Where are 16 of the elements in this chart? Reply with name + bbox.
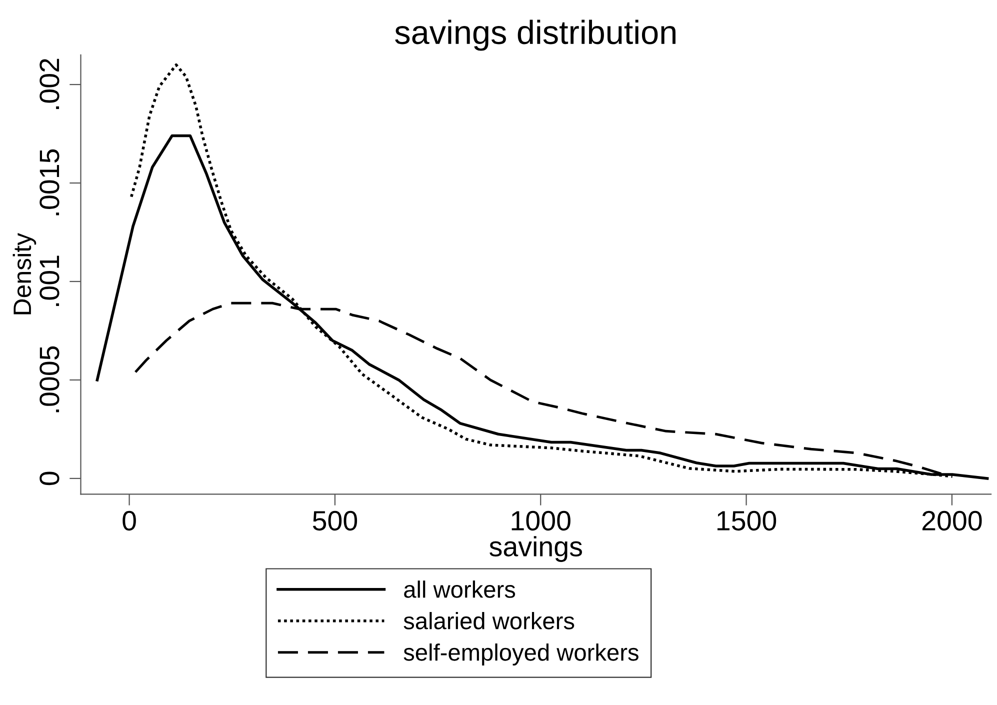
- y-tick-label: 0: [40, 472, 60, 486]
- y-axis-title: Density: [12, 232, 36, 314]
- x-tick-label: 2000: [922, 510, 982, 531]
- legend-label: self-employed workers: [404, 643, 638, 666]
- chart-title: savings distribution: [395, 20, 676, 51]
- x-tick-label: 1500: [718, 510, 776, 531]
- y-tick-label: .0005: [40, 346, 60, 412]
- legend-label: salaried workers: [404, 612, 574, 630]
- y-tick-label: .0015: [40, 149, 60, 216]
- y-tick-label: .002: [40, 58, 60, 110]
- x-tick-label: 0: [122, 510, 136, 531]
- legend-label: all workers: [404, 580, 516, 598]
- y-tick-label: .001: [40, 256, 60, 306]
- x-tick-label: 1000: [512, 510, 570, 531]
- x-tick-label: 500: [312, 510, 358, 531]
- x-axis-title: savings: [490, 536, 582, 562]
